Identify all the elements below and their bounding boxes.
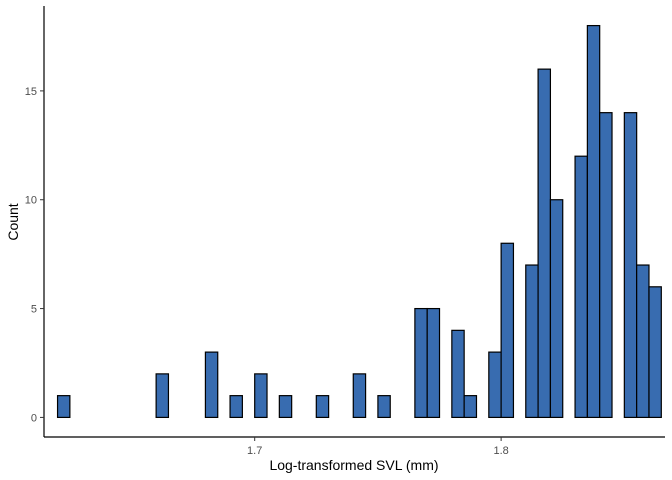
- histogram-bar: [315, 395, 330, 419]
- y-tick-label: 15: [25, 86, 37, 98]
- x-tick-label: 1.8: [493, 445, 508, 457]
- y-axis-title: Count: [5, 203, 21, 240]
- histogram-bar: [204, 351, 219, 419]
- y-axis-ticks: 0 5 10 15: [25, 86, 44, 424]
- histogram-bar: [648, 286, 662, 419]
- histogram-bar: [525, 264, 539, 419]
- histogram-bar: [500, 242, 515, 419]
- y-tick-label: 0: [31, 412, 37, 424]
- y-tick-label: 10: [25, 195, 37, 207]
- histogram-bar: [463, 395, 478, 419]
- y-tick-label: 5: [31, 304, 37, 316]
- histogram-bar: [278, 395, 293, 419]
- histogram-bar: [254, 373, 268, 419]
- histogram-bar: [574, 155, 588, 419]
- histogram-bar: [56, 395, 71, 419]
- histogram-bar: [586, 24, 601, 419]
- histogram-bar: [537, 68, 552, 419]
- histogram-bar: [377, 395, 391, 419]
- bars-group: [56, 24, 662, 419]
- histogram-bar: [414, 307, 428, 419]
- histogram-bar: [451, 329, 465, 419]
- histogram-bar: [599, 112, 613, 419]
- histogram-bar: [426, 307, 441, 419]
- histogram-bar: [549, 199, 564, 419]
- histogram-bar: [636, 264, 650, 419]
- histogram-bar: [229, 395, 243, 419]
- histogram-bar: [155, 373, 170, 419]
- x-tick-label: 1.7: [247, 445, 262, 457]
- x-axis-title: Log-transformed SVL (mm): [269, 457, 438, 473]
- histogram-bar: [352, 373, 367, 419]
- histogram-bar: [488, 351, 502, 419]
- x-axis-ticks: 1.7 1.8: [247, 437, 509, 457]
- histogram-bar: [623, 112, 638, 419]
